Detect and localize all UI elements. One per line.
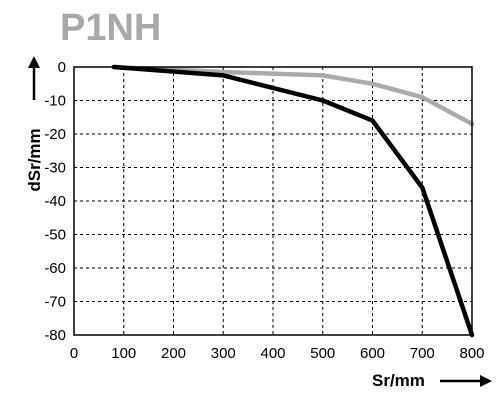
y-tick-label: -80 — [44, 327, 66, 344]
y-tick-labels: 0 -10 -20 -30 -40 -50 -60 -70 -80 — [44, 59, 66, 344]
y-tick-label: 0 — [58, 59, 66, 76]
y-tick-label: -60 — [44, 260, 66, 277]
x-tick-label: 800 — [459, 345, 484, 362]
x-tick-label: 300 — [211, 345, 236, 362]
series-point-2 — [420, 185, 425, 190]
x-tick-label: 700 — [410, 345, 435, 362]
series-point-1 — [420, 95, 425, 100]
y-tick-label: -10 — [44, 93, 66, 110]
y-axis-arrowhead — [28, 56, 40, 68]
x-axis-arrowhead — [480, 375, 492, 387]
series-line-1 — [111, 64, 475, 127]
series-point-2 — [370, 118, 375, 123]
y-tick-label: -40 — [44, 193, 66, 210]
series-point-2 — [221, 73, 226, 78]
series-point-2 — [320, 98, 325, 103]
x-tick-label: 200 — [161, 345, 186, 362]
y-tick-label: -20 — [44, 126, 66, 143]
series-point-1 — [320, 73, 325, 78]
y-tick-label: -30 — [44, 160, 66, 177]
x-tick-label: 500 — [310, 345, 335, 362]
x-tick-label: 600 — [360, 345, 385, 362]
series-point-1 — [370, 81, 375, 86]
y-axis-label: dSr/mm — [25, 128, 44, 191]
plot-frame — [73, 66, 473, 336]
y-tick-label: -50 — [44, 227, 66, 244]
series-line-2 — [111, 64, 475, 338]
series-group — [111, 64, 475, 338]
x-axis-label: Sr/mm — [372, 371, 425, 390]
x-tick-labels: 0 100 200 300 400 500 600 700 800 — [70, 345, 485, 362]
x-tick-label: 100 — [111, 345, 136, 362]
x-tick-label: 400 — [260, 345, 285, 362]
y-tick-label: -70 — [44, 294, 66, 311]
series-point-1 — [221, 70, 226, 75]
x-tick-label: 0 — [70, 345, 78, 362]
chart-title: P1NH — [60, 7, 161, 49]
grid — [74, 67, 472, 335]
